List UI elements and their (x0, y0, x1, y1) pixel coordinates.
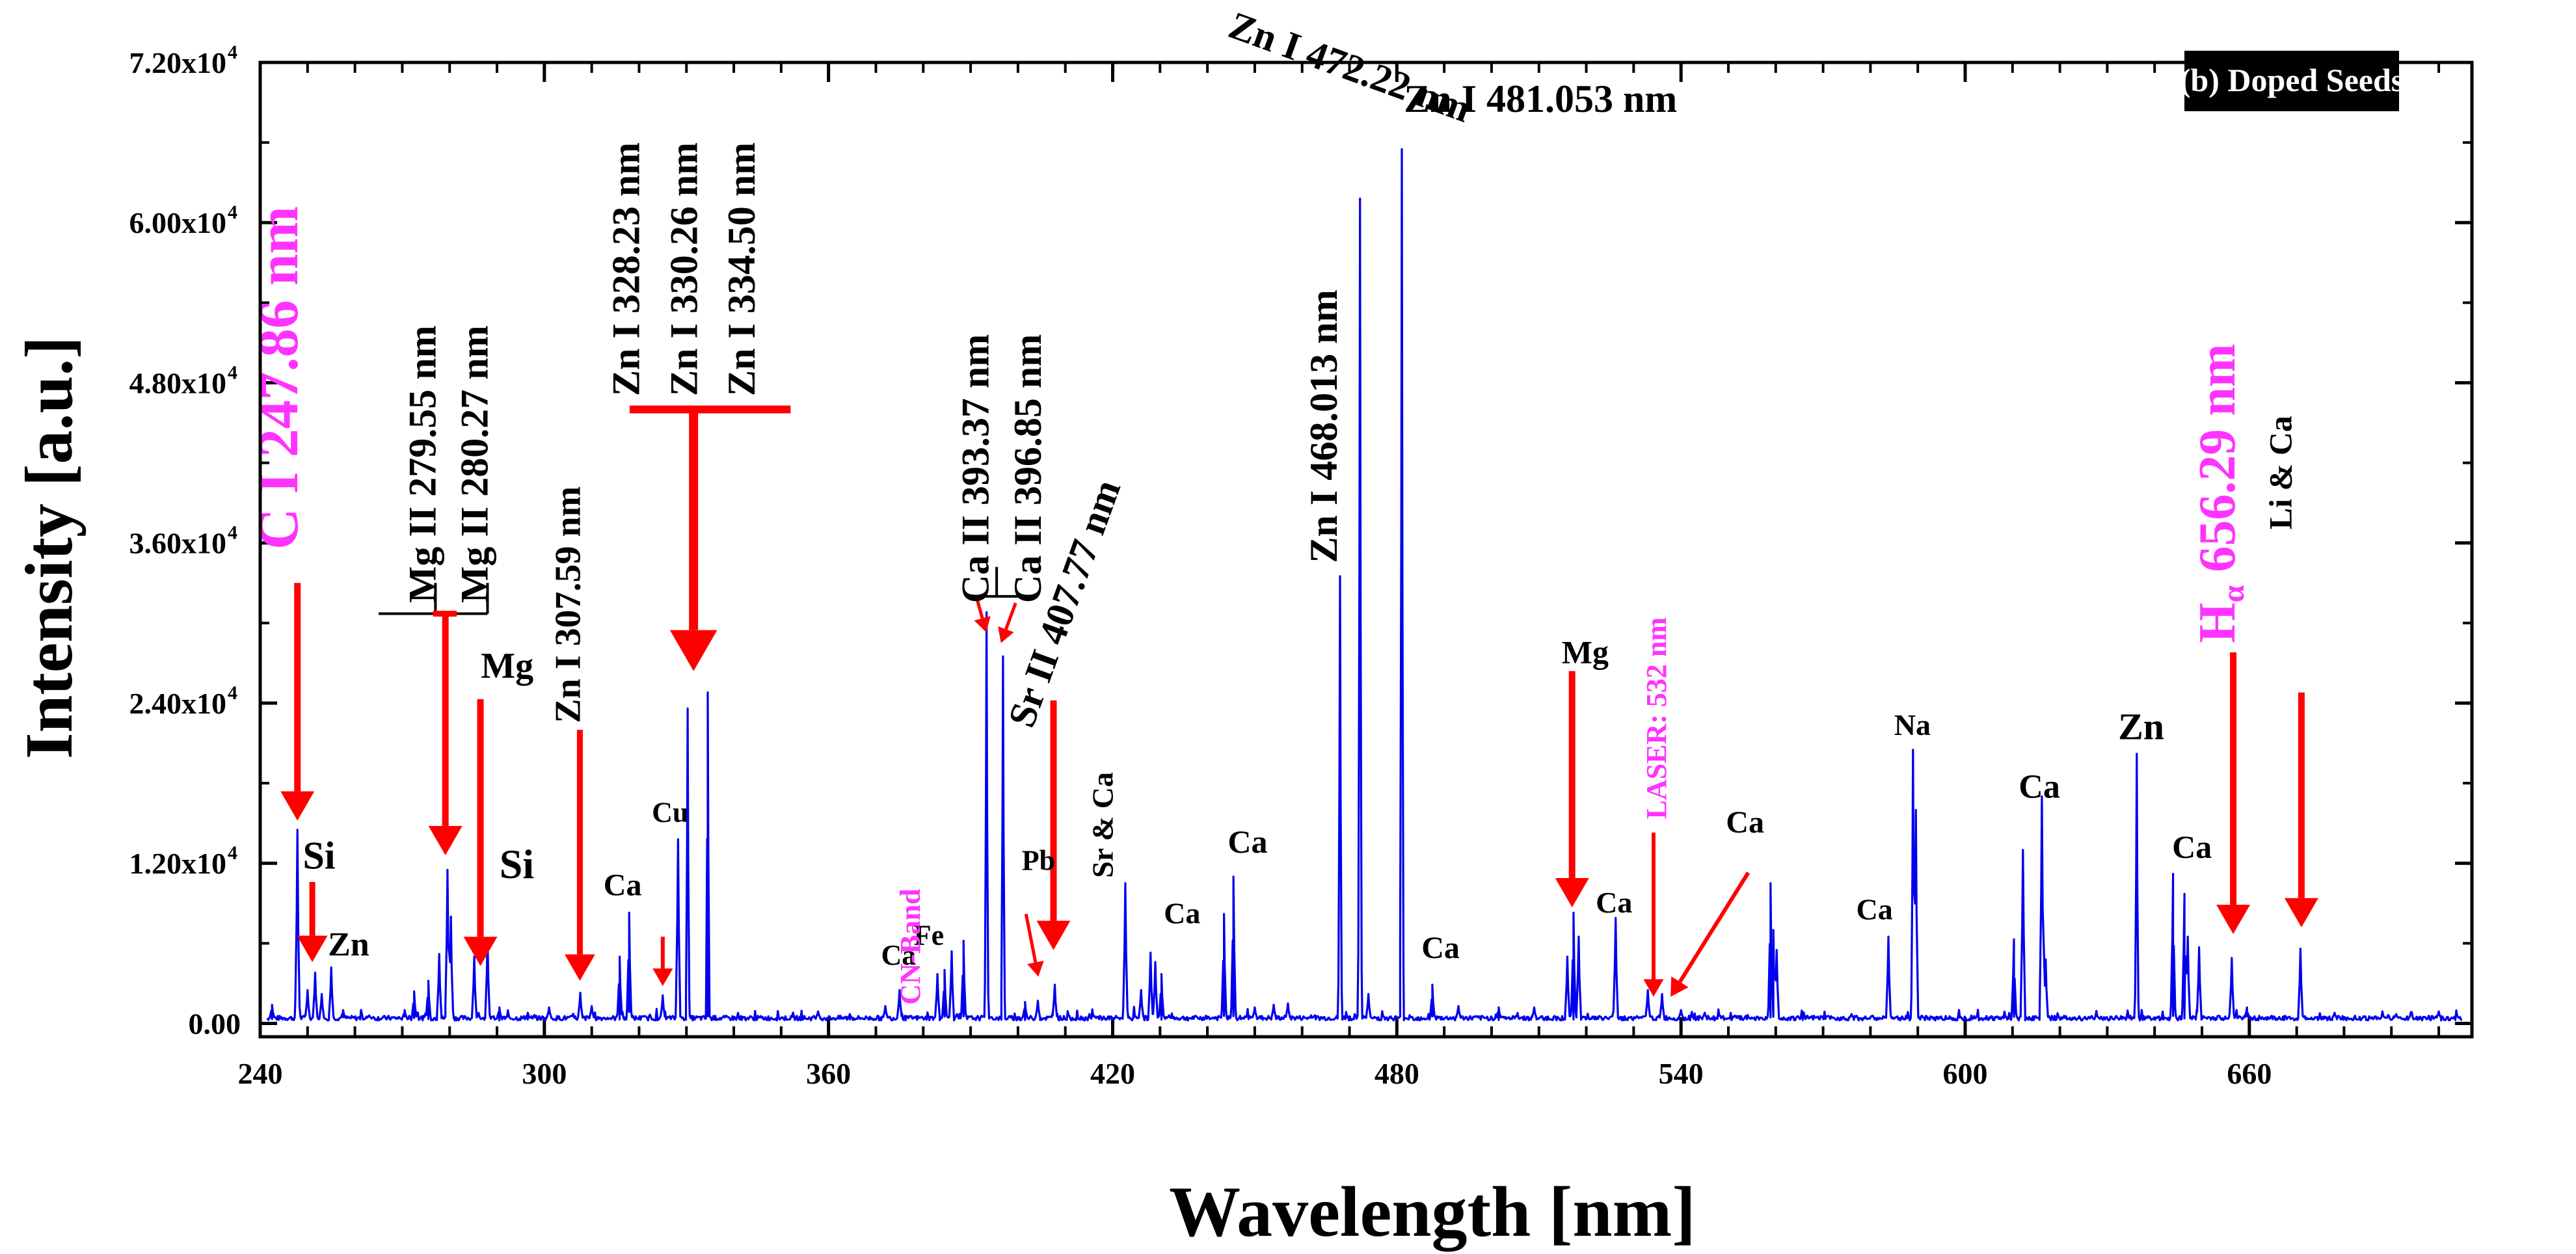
annotation-label: Ca (1596, 886, 1632, 919)
y-tick-label: 3.60x10 (129, 527, 227, 560)
x-axis-title: Wavelength [nm] (1169, 1172, 1696, 1251)
annotation-label: Ca (881, 939, 917, 971)
h-alpha-label: Hα 656.29 nm (2189, 343, 2251, 643)
annotation-label: Ca (2172, 829, 2212, 865)
y-tick-exponent: 4 (228, 682, 237, 704)
y-tick-label: 0.00 (189, 1007, 241, 1040)
arrow-head (565, 954, 595, 981)
y-tick-exponent: 4 (228, 42, 237, 63)
annotation-label: Si (303, 834, 336, 877)
annotation-label: Ca (604, 868, 642, 903)
annotation-label: Zn I 307.59 nm (548, 487, 588, 723)
annotation-arrows (280, 405, 2318, 997)
arrow-head (998, 626, 1014, 643)
y-tick-exponent: 4 (228, 202, 237, 223)
arrow-head (2284, 898, 2318, 927)
annotation-label: Ca (1857, 892, 1893, 926)
arrow-head (1555, 877, 1589, 907)
x-tick-label: 480 (1375, 1057, 1419, 1090)
annotation-label: Zn (328, 926, 369, 963)
arrow-head (669, 630, 718, 671)
axes-frame (258, 60, 2474, 1039)
annotation-label: Cu (652, 797, 688, 829)
annotation-label: Pb (1022, 845, 1055, 877)
arrow-head (280, 791, 315, 821)
x-tick-label: 660 (2227, 1057, 2272, 1090)
annotation-label: Mg II 280.27 nm (453, 325, 496, 603)
annotation-label: Ca II 396.85 nm (1006, 334, 1049, 603)
annotation-label: Mg (481, 646, 533, 686)
annotation-label: Ca (1726, 805, 1764, 840)
annotation-label: Zn I 481.053 nm (1404, 77, 1677, 120)
annotation-label: C I 247.86 nm (247, 206, 310, 550)
y-tick-exponent: 4 (228, 842, 237, 864)
arrow-head (974, 616, 991, 633)
arrow-head (463, 937, 498, 967)
arrow-head (428, 825, 463, 855)
y-tick-label: 2.40x10 (129, 687, 227, 720)
arrow-head (2216, 904, 2251, 934)
annotation-label: CN-Band (894, 888, 926, 1005)
x-tick-label: 360 (806, 1057, 851, 1090)
annotation-label: Si (500, 841, 534, 887)
arrow-head (297, 935, 328, 963)
x-tick-label: 240 (238, 1057, 283, 1090)
arrow-shaft (1004, 602, 1017, 630)
x-tick-label: 600 (1942, 1057, 1987, 1090)
y-tick-label: 1.20x10 (129, 847, 227, 880)
arrow-head (1670, 976, 1689, 997)
annotation-label: LASER: 532 nm (1641, 617, 1672, 820)
annotation-label: Sr & Ca (1086, 772, 1120, 878)
annotation-label: Fe (914, 919, 944, 951)
y-tick-exponent: 4 (228, 522, 237, 544)
arrow-head (1036, 920, 1071, 950)
y-tick-label: 6.00x10 (129, 206, 227, 239)
arrow-shaft (974, 596, 984, 619)
chart-title: (b) Doped Seeds (2180, 62, 2404, 98)
annotation-label: Zn (2118, 705, 2164, 747)
arrow-head (652, 968, 673, 987)
annotation-label: Ca (1421, 931, 1460, 965)
annotation-label: Zn I 468.013 nm (1302, 289, 1345, 563)
annotation-label: Ca (1164, 897, 1200, 930)
annotation-label: Zn I 334.50 nm (720, 142, 763, 396)
arrow-head (1027, 961, 1044, 977)
y-tick-label: 4.80x10 (129, 366, 227, 399)
arrow-head (1643, 979, 1664, 997)
annotation-label: Ca (1228, 823, 1267, 860)
annotation-label: Na (1894, 708, 1931, 741)
x-tick-label: 420 (1090, 1057, 1135, 1090)
y-tick-exponent: 4 (228, 362, 237, 383)
annotation-label: Ca (2019, 769, 2060, 806)
arrow-shaft (1678, 872, 1751, 983)
annotation-label: Zn I 330.26 nm (662, 142, 705, 396)
annotation-label: Li & Ca (2262, 416, 2299, 529)
arrow-shaft (1024, 913, 1038, 963)
x-tick-label: 300 (522, 1057, 567, 1090)
y-tick-label: 7.20x10 (129, 46, 227, 79)
x-tick-label: 540 (1659, 1057, 1704, 1090)
annotation-label: Ca II 393.37 nm (954, 334, 997, 603)
spectrum-line (266, 148, 2463, 1022)
y-axis-title: Intensity [a.u.] (12, 336, 87, 759)
annotation-label: Mg II 279.55 nm (401, 325, 444, 603)
annotation-label: Zn I 328.23 nm (604, 142, 647, 396)
annotation-label: Mg (1562, 634, 1609, 670)
y-axis: 0.001.20x10 42.40x10 43.60x10 44.80x10 46.00… (129, 42, 2472, 1040)
x-axis: 240 300 360 420 480 540 600 660 (238, 62, 2441, 1090)
